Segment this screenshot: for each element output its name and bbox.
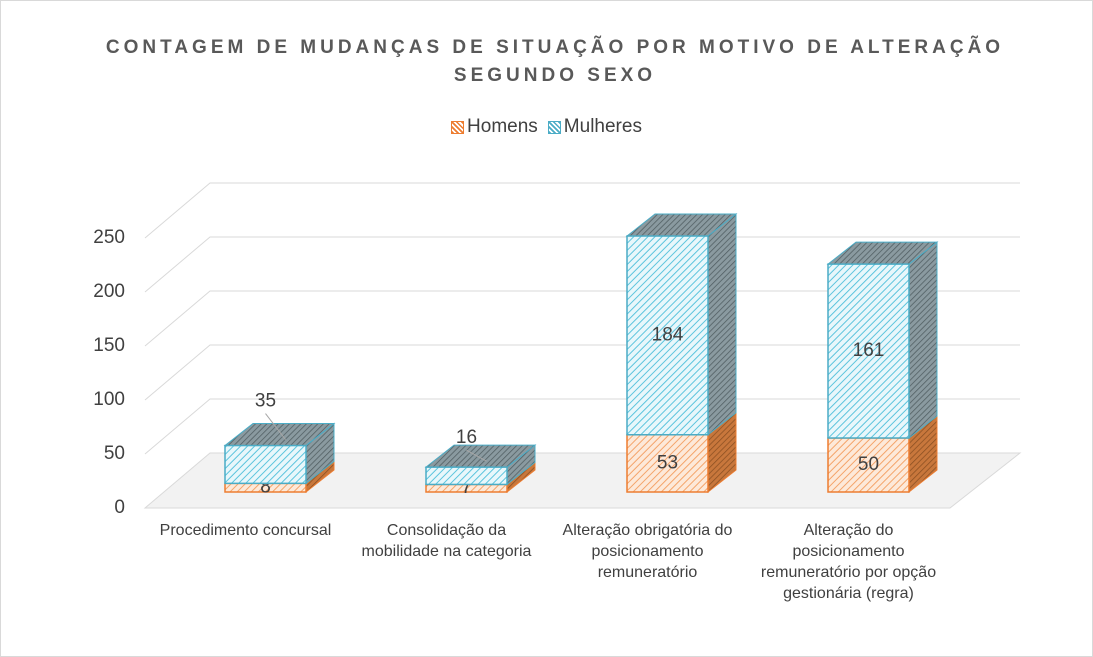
legend-swatch [547,120,561,134]
legend-item: Mulheres [547,116,642,138]
legend: Homens Mulheres [0,116,1093,138]
grid-line [144,236,1020,293]
data-label: 8 [260,477,271,498]
legend-label: Homens [467,116,538,137]
data-label: 16 [456,427,477,448]
bar-side [707,213,737,436]
x-tick-label: Alteração obrigatória do posicionamento … [562,522,733,581]
chart-title: CONTAGEM DE MUDANÇAS DE SITUAÇÃO POR MOT… [105,37,1005,86]
y-tick-label: 0 [114,497,125,518]
y-tick-label: 50 [104,443,125,464]
bar [827,437,910,493]
grid-line [144,398,1020,455]
leader-line [265,413,286,440]
legend-swatch [451,120,465,134]
data-label: 7 [461,477,472,498]
grid-line [144,290,1020,347]
bar [626,235,709,436]
y-tick-label: 200 [93,281,125,302]
y-tick-label: 150 [93,335,125,356]
y-tick-label: 100 [93,389,125,410]
x-tick-label: Procedimento concursal [159,522,332,539]
bar [425,466,508,486]
x-tick-label: Consolidação da mobilidade na categoria [361,522,532,560]
grid-line [144,182,1020,239]
data-label: 50 [858,454,879,475]
legend-item: Homens [451,116,538,138]
floor [143,452,1022,509]
bar [224,444,307,485]
y-tick-label: 250 [93,227,125,248]
leader-line [466,449,487,462]
data-label: 161 [853,340,885,361]
grid-line [144,344,1020,401]
data-label: 184 [652,324,684,345]
bar [626,434,709,493]
legend-label: Mulheres [563,116,642,137]
bar-side [908,241,938,440]
data-label: 53 [657,452,678,473]
data-label: 35 [255,391,276,412]
bar [827,263,910,439]
x-tick-label: Alteração do posicionamento remuneratóri… [760,522,937,602]
